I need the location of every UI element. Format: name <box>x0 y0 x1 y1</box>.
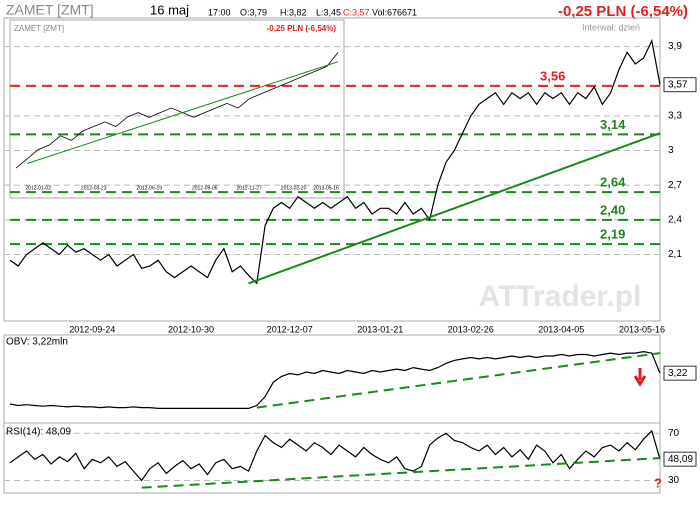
trend-line <box>248 132 661 285</box>
last-price-label: 3,22 <box>668 368 688 379</box>
interval: Interwał: dzień <box>582 22 640 32</box>
x-tick-label: 2012-10-30 <box>168 324 214 334</box>
level-label: 3,14 <box>600 117 626 132</box>
y-tick-label: 3 <box>668 145 674 156</box>
y-tick-label: 70 <box>668 428 680 439</box>
change: -0,25 PLN (-6,54%) <box>558 3 688 20</box>
watermark: ATTrader.pl <box>479 280 642 313</box>
ticker: ZAMET [ZMT] <box>6 2 94 18</box>
date: 16 maj <box>150 2 189 17</box>
level-label: 2,64 <box>600 175 626 190</box>
last-price-box <box>663 451 697 467</box>
last-price-label: 48,09 <box>668 454 693 465</box>
y-tick-label: 3,9 <box>668 41 682 52</box>
trend-line <box>26 61 339 164</box>
annotation: ? <box>654 475 662 490</box>
arrow <box>633 368 647 387</box>
inset-frame <box>9 19 345 199</box>
level-label: 2,40 <box>600 202 625 217</box>
y-tick-label: 2,7 <box>668 180 682 191</box>
x-tick-label: 2012-03-23 <box>81 185 107 191</box>
x-tick-label: 2012-11-27 <box>237 185 262 191</box>
level-label: 3,56 <box>540 68 565 83</box>
price-line <box>15 52 339 169</box>
last-price-box <box>663 365 697 381</box>
level-label: 2,19 <box>600 227 625 242</box>
last-price-box <box>663 77 697 93</box>
volume: Vol:676671 <box>372 7 417 17</box>
y-tick-label: 30 <box>668 475 680 486</box>
x-tick-label: 2013-02-26 <box>448 324 494 334</box>
panel-frame <box>3 17 661 322</box>
x-tick-label: 2012-12-07 <box>267 324 313 334</box>
trend-line <box>141 457 661 489</box>
x-tick-label: 2013-05-16 <box>313 185 339 191</box>
y-tick-label: 2,4 <box>668 214 682 225</box>
price-line <box>9 38 661 285</box>
time: 17:00 <box>208 7 231 17</box>
low: L:3,45 <box>316 7 341 17</box>
open: O:3,79 <box>240 7 267 17</box>
x-tick-label: 2013-04-05 <box>538 324 584 334</box>
x-tick-label: 2013-05-16 <box>619 324 665 334</box>
close: C:3,57 <box>343 7 370 17</box>
high: H:3,82 <box>280 7 307 17</box>
x-tick-label: 2012-09-24 <box>69 324 115 334</box>
price-line <box>9 350 661 409</box>
y-tick-label: 2,1 <box>668 249 682 260</box>
panel-title: OBV: 3,22mln <box>6 337 68 348</box>
y-tick-label: 3,3 <box>668 111 682 122</box>
panel-title: RSI(14): 48,09 <box>6 427 71 438</box>
inset-change: -0,25 PLN (-6,54%) <box>267 24 337 33</box>
x-tick-label: 2013-02-20 <box>281 185 307 191</box>
trend-line <box>256 352 661 409</box>
x-tick-label: 2012-01-02 <box>25 185 51 191</box>
x-tick-label: 2012-06-19 <box>136 185 162 191</box>
x-tick-label: 2013-01-21 <box>357 324 403 334</box>
inset-title: ZAMET [ZMT] <box>14 24 64 33</box>
last-price-label: 3,57 <box>668 79 688 90</box>
price-line <box>9 429 661 482</box>
x-tick-label: 2012-09-06 <box>192 185 218 191</box>
